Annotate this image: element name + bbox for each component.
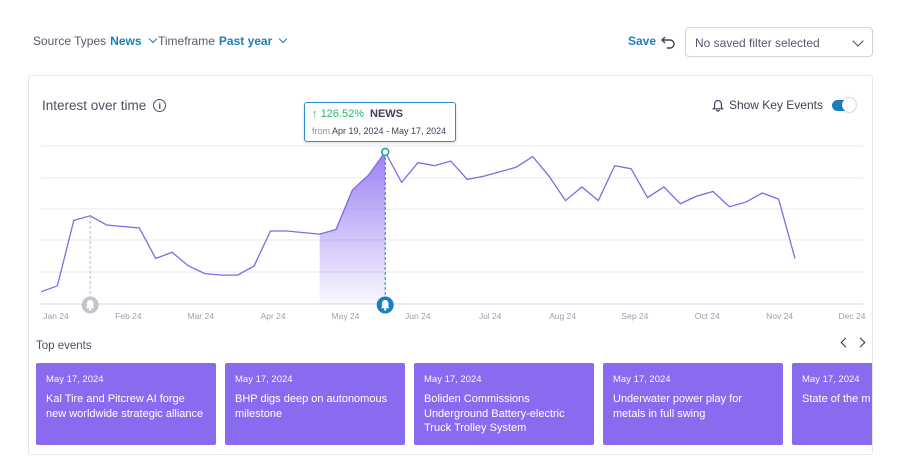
event-date: May 17, 2024 xyxy=(802,374,860,385)
event-card[interactable]: May 17, 2024 Boliden Commissions Undergro… xyxy=(414,363,594,445)
event-date: May 17, 2024 xyxy=(424,374,482,385)
x-tick-label: Sep 24 xyxy=(621,311,648,321)
x-tick-label: Nov 24 xyxy=(766,311,793,321)
info-icon[interactable]: i xyxy=(153,99,167,112)
x-tick-label: Mar 24 xyxy=(187,311,214,321)
event-title: Boliden Commissions Underground Battery-… xyxy=(424,393,565,434)
event-date: May 17, 2024 xyxy=(235,374,293,385)
interest-chart: Jan 24 Feb 24 Mar 24 Apr 24 May 24 Jun 24 Jul … xyxy=(40,145,866,321)
event-card[interactable]: May 17, 2024 Underwater power play for me… xyxy=(603,363,783,445)
event-title: BHP digs deep on autonomous milestone xyxy=(235,393,388,420)
x-tick-label: Jun 24 xyxy=(405,311,431,321)
chevron-down-icon xyxy=(279,34,288,44)
highlight-area xyxy=(319,152,386,304)
bell-icon xyxy=(711,99,724,112)
event-bell-icon[interactable] xyxy=(81,296,99,314)
chart-tooltip: ↑ 126.52% NEWS from Apr 19, 2024 - May 1… xyxy=(304,102,456,142)
interest-line xyxy=(40,150,796,293)
timeframe-label: Timeframe xyxy=(158,34,215,48)
top-events-title: Top events xyxy=(36,340,92,352)
event-card[interactable]: May 17, 2024 Kal Tire and Pitcrew AI forg… xyxy=(36,363,216,445)
x-axis-ticks: Jan 24 Feb 24 Mar 24 Apr 24 May 24 Jun 24 Jul … xyxy=(43,311,866,321)
chevron-down-icon xyxy=(852,35,864,47)
chart-grid xyxy=(41,145,863,305)
undo-icon[interactable] xyxy=(660,33,676,49)
save-button[interactable]: Save xyxy=(628,34,657,48)
x-tick-label: Jul 24 xyxy=(479,311,502,321)
event-date: May 17, 2024 xyxy=(46,374,104,385)
saved-filter-select[interactable]: No saved filter selected xyxy=(685,27,873,57)
card-title: Interest over time i xyxy=(42,98,167,113)
x-tick-label: Aug 24 xyxy=(549,311,576,321)
tooltip-change: ↑ 126.52% xyxy=(312,108,364,120)
x-tick-label: Dec 24 xyxy=(839,311,866,321)
x-tick-label: Feb 24 xyxy=(115,311,142,321)
timeframe-filter[interactable]: Timeframe Past year xyxy=(158,34,288,48)
highlight-point xyxy=(380,147,390,157)
timeframe-value: Past year xyxy=(218,34,273,48)
event-title: Underwater power play for metals in full… xyxy=(613,393,743,420)
event-bell-icon[interactable] xyxy=(376,296,394,314)
chevron-right-icon[interactable] xyxy=(855,337,866,348)
source-types-label: Source Types xyxy=(33,34,107,48)
event-date: May 17, 2024 xyxy=(613,374,671,385)
show-key-events-toggle[interactable] xyxy=(832,97,856,112)
x-tick-label: Apr 24 xyxy=(261,311,286,321)
tooltip-range: from Apr 19, 2024 - May 17, 2024 xyxy=(312,126,447,136)
top-events-nav xyxy=(840,337,866,348)
show-key-events-label: Show Key Events xyxy=(728,98,823,112)
event-guides xyxy=(81,147,394,314)
show-key-events-control[interactable]: Show Key Events xyxy=(711,97,856,112)
interest-over-time-card: Interest over time i Show Key Events Jan… xyxy=(28,75,873,455)
x-tick-label: May 24 xyxy=(332,311,360,321)
source-types-filter[interactable]: Source Types News xyxy=(33,34,157,48)
event-card[interactable]: May 17, 2024 State of the m xyxy=(792,363,872,445)
card-title-text: Interest over time xyxy=(42,98,147,113)
event-title: Kal Tire and Pitcrew AI forge new worldw… xyxy=(46,393,204,420)
x-tick-label: Oct 24 xyxy=(695,311,720,321)
event-title: State of the m xyxy=(802,393,871,405)
event-card[interactable]: May 17, 2024 BHP digs deep on autonomous … xyxy=(225,363,405,445)
saved-filter-value: No saved filter selected xyxy=(695,36,820,50)
tooltip-source: NEWS xyxy=(370,108,403,120)
x-tick-label: Jan 24 xyxy=(43,311,69,321)
source-types-value: News xyxy=(110,34,142,48)
chevron-left-icon[interactable] xyxy=(840,337,851,348)
chevron-down-icon xyxy=(148,34,157,44)
